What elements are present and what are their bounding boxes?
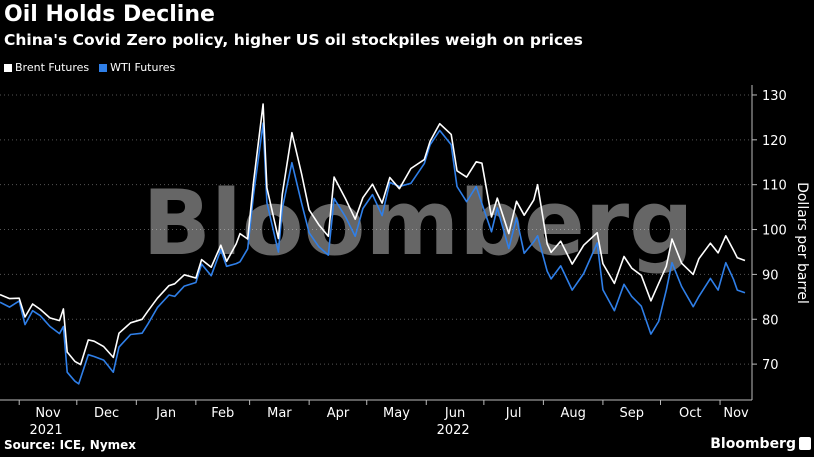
x-tick-label-1: Dec — [94, 406, 119, 421]
source-note: Source: ICE, Nymex — [4, 438, 137, 452]
x-tick-label-2: Jan — [155, 406, 176, 421]
series-lines — [0, 103, 746, 385]
y-tick-label-120: 120 — [762, 134, 787, 149]
x-axis-ticks: Nov Dec Jan Feb Mar Apr May Jun Jul Aug Sep Oct Nov 2… — [18, 400, 749, 438]
x-tick-label-4: Mar — [267, 406, 292, 421]
y-tick-label-70: 70 — [762, 358, 779, 373]
y-axis-ticks: 70 80 90 100 110 120 130 — [752, 89, 787, 373]
legend-item-brent: Brent Futures — [4, 61, 89, 74]
y-tick-label-130: 130 — [762, 89, 787, 104]
y-tick-label-100: 100 — [762, 224, 787, 239]
y-tick-label-90: 90 — [762, 268, 779, 283]
bloomberg-logo: Bloomberg — [710, 436, 796, 452]
x-tick-label-12: Nov — [723, 406, 749, 421]
y-tick-label-80: 80 — [762, 313, 779, 328]
chart-subtitle: China's Covid Zero policy, higher US oil… — [4, 31, 583, 49]
x-tick-label-11: Oct — [679, 406, 701, 421]
series-line-brent — [0, 103, 746, 366]
x-tick-label-7: Jun — [444, 406, 465, 421]
y-axis-label: Dollars per barrel — [794, 182, 810, 304]
grid-lines — [0, 94, 752, 365]
series-line-wti — [0, 122, 746, 385]
bloomberg-chart-icon — [799, 437, 811, 450]
x-tick-label-6: May — [383, 406, 410, 421]
x-tick-label-10: Sep — [619, 406, 644, 421]
legend: Brent Futures WTI Futures — [4, 61, 175, 74]
x-tick-label-5: Apr — [327, 406, 350, 421]
legend-label-brent: Brent Futures — [15, 61, 90, 74]
x-tick-label-9: Aug — [560, 406, 585, 421]
x-year-label-1: 2022 — [437, 423, 470, 438]
legend-label-wti: WTI Futures — [110, 61, 176, 74]
x-tick-label-0: Nov — [35, 406, 61, 421]
legend-swatch-wti — [99, 63, 108, 72]
x-year-label-0: 2021 — [30, 423, 63, 438]
legend-swatch-brent — [4, 63, 12, 72]
x-tick-label-3: Feb — [211, 406, 234, 421]
x-tick-label-8: Jul — [505, 406, 522, 421]
y-tick-label-110: 110 — [762, 179, 787, 194]
chart-title: Oil Holds Decline — [4, 2, 215, 27]
legend-item-wti: WTI Futures — [99, 61, 175, 74]
